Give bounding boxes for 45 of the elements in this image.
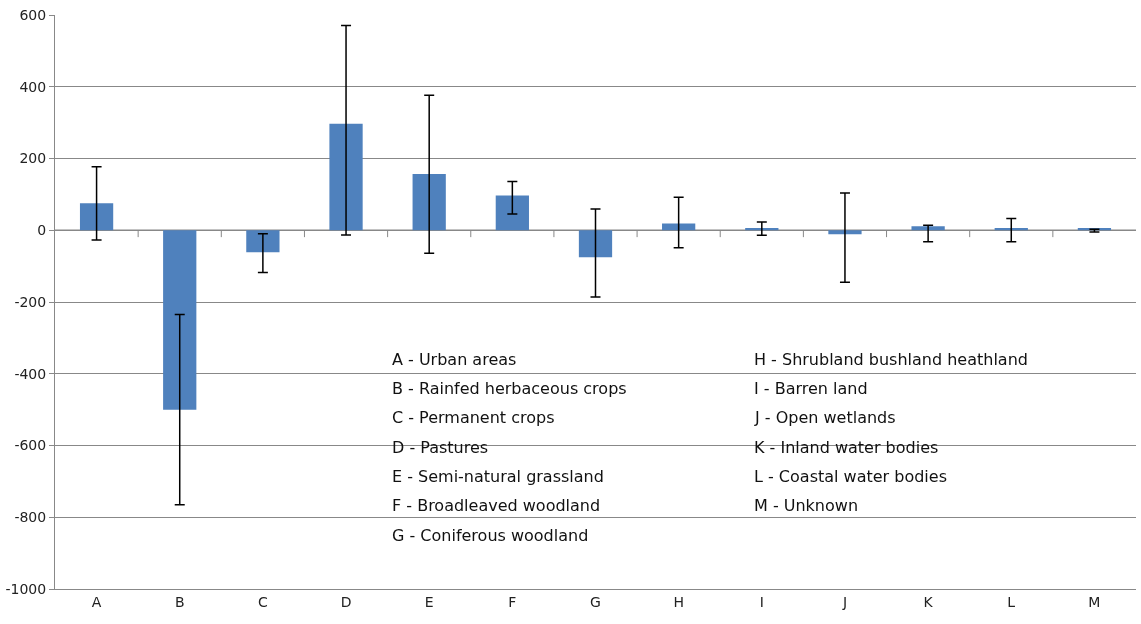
x-tick-label: H	[673, 593, 684, 610]
annotation: C - Permanent crops	[392, 408, 555, 427]
y-tick-label: -200	[14, 293, 47, 310]
x-tick-label: B	[174, 593, 185, 610]
annotation: B - Rainfed herbaceous crops	[392, 379, 627, 398]
y-tick-label: -1000	[5, 580, 47, 597]
bar	[911, 226, 945, 231]
bar	[828, 230, 862, 235]
x-tick-label: F	[508, 593, 517, 610]
y-tick-label: 200	[19, 150, 47, 167]
bar	[578, 230, 613, 258]
x-tick-label: E	[424, 593, 434, 610]
bar	[662, 223, 696, 231]
y-tick-label: -600	[14, 437, 47, 454]
x-tick-label: A	[91, 593, 102, 610]
y-tick-label: 400	[19, 78, 47, 95]
y-tick-label: -400	[14, 365, 47, 382]
bar	[329, 123, 363, 231]
annotation: I - Barren land	[754, 379, 868, 398]
x-tick-label: M	[1088, 593, 1101, 610]
x-tick-label: J	[841, 593, 848, 610]
annotation: A - Urban areas	[392, 350, 517, 369]
annotation: D - Pastures	[392, 438, 489, 457]
annotation: K - Inland water bodies	[754, 438, 939, 457]
annotation: M - Unknown	[754, 496, 859, 515]
x-tick-label: D	[340, 593, 352, 610]
x-tick-label: I	[759, 593, 764, 610]
y-tick-label: 0	[37, 222, 47, 239]
y-tick-label: -800	[14, 509, 47, 526]
bar	[246, 230, 280, 253]
bar	[412, 173, 446, 231]
annotation: G - Coniferous woodland	[392, 526, 589, 545]
annotation: J - Open wetlands	[754, 408, 896, 427]
bar	[79, 203, 114, 231]
annotation: F - Broadleaved woodland	[392, 496, 601, 515]
annotation: L - Coastal water bodies	[754, 467, 947, 486]
annotation: E - Semi-natural grassland	[392, 467, 604, 486]
x-tick-label: L	[1007, 593, 1016, 610]
x-tick-label: K	[923, 593, 934, 610]
y-tick-label: 600	[19, 6, 47, 23]
bar	[163, 230, 197, 410]
annotation: H - Shrubland bushland heathland	[754, 350, 1028, 369]
x-tick-label: G	[590, 593, 601, 610]
bar	[495, 195, 529, 231]
x-tick-label: C	[257, 593, 268, 610]
